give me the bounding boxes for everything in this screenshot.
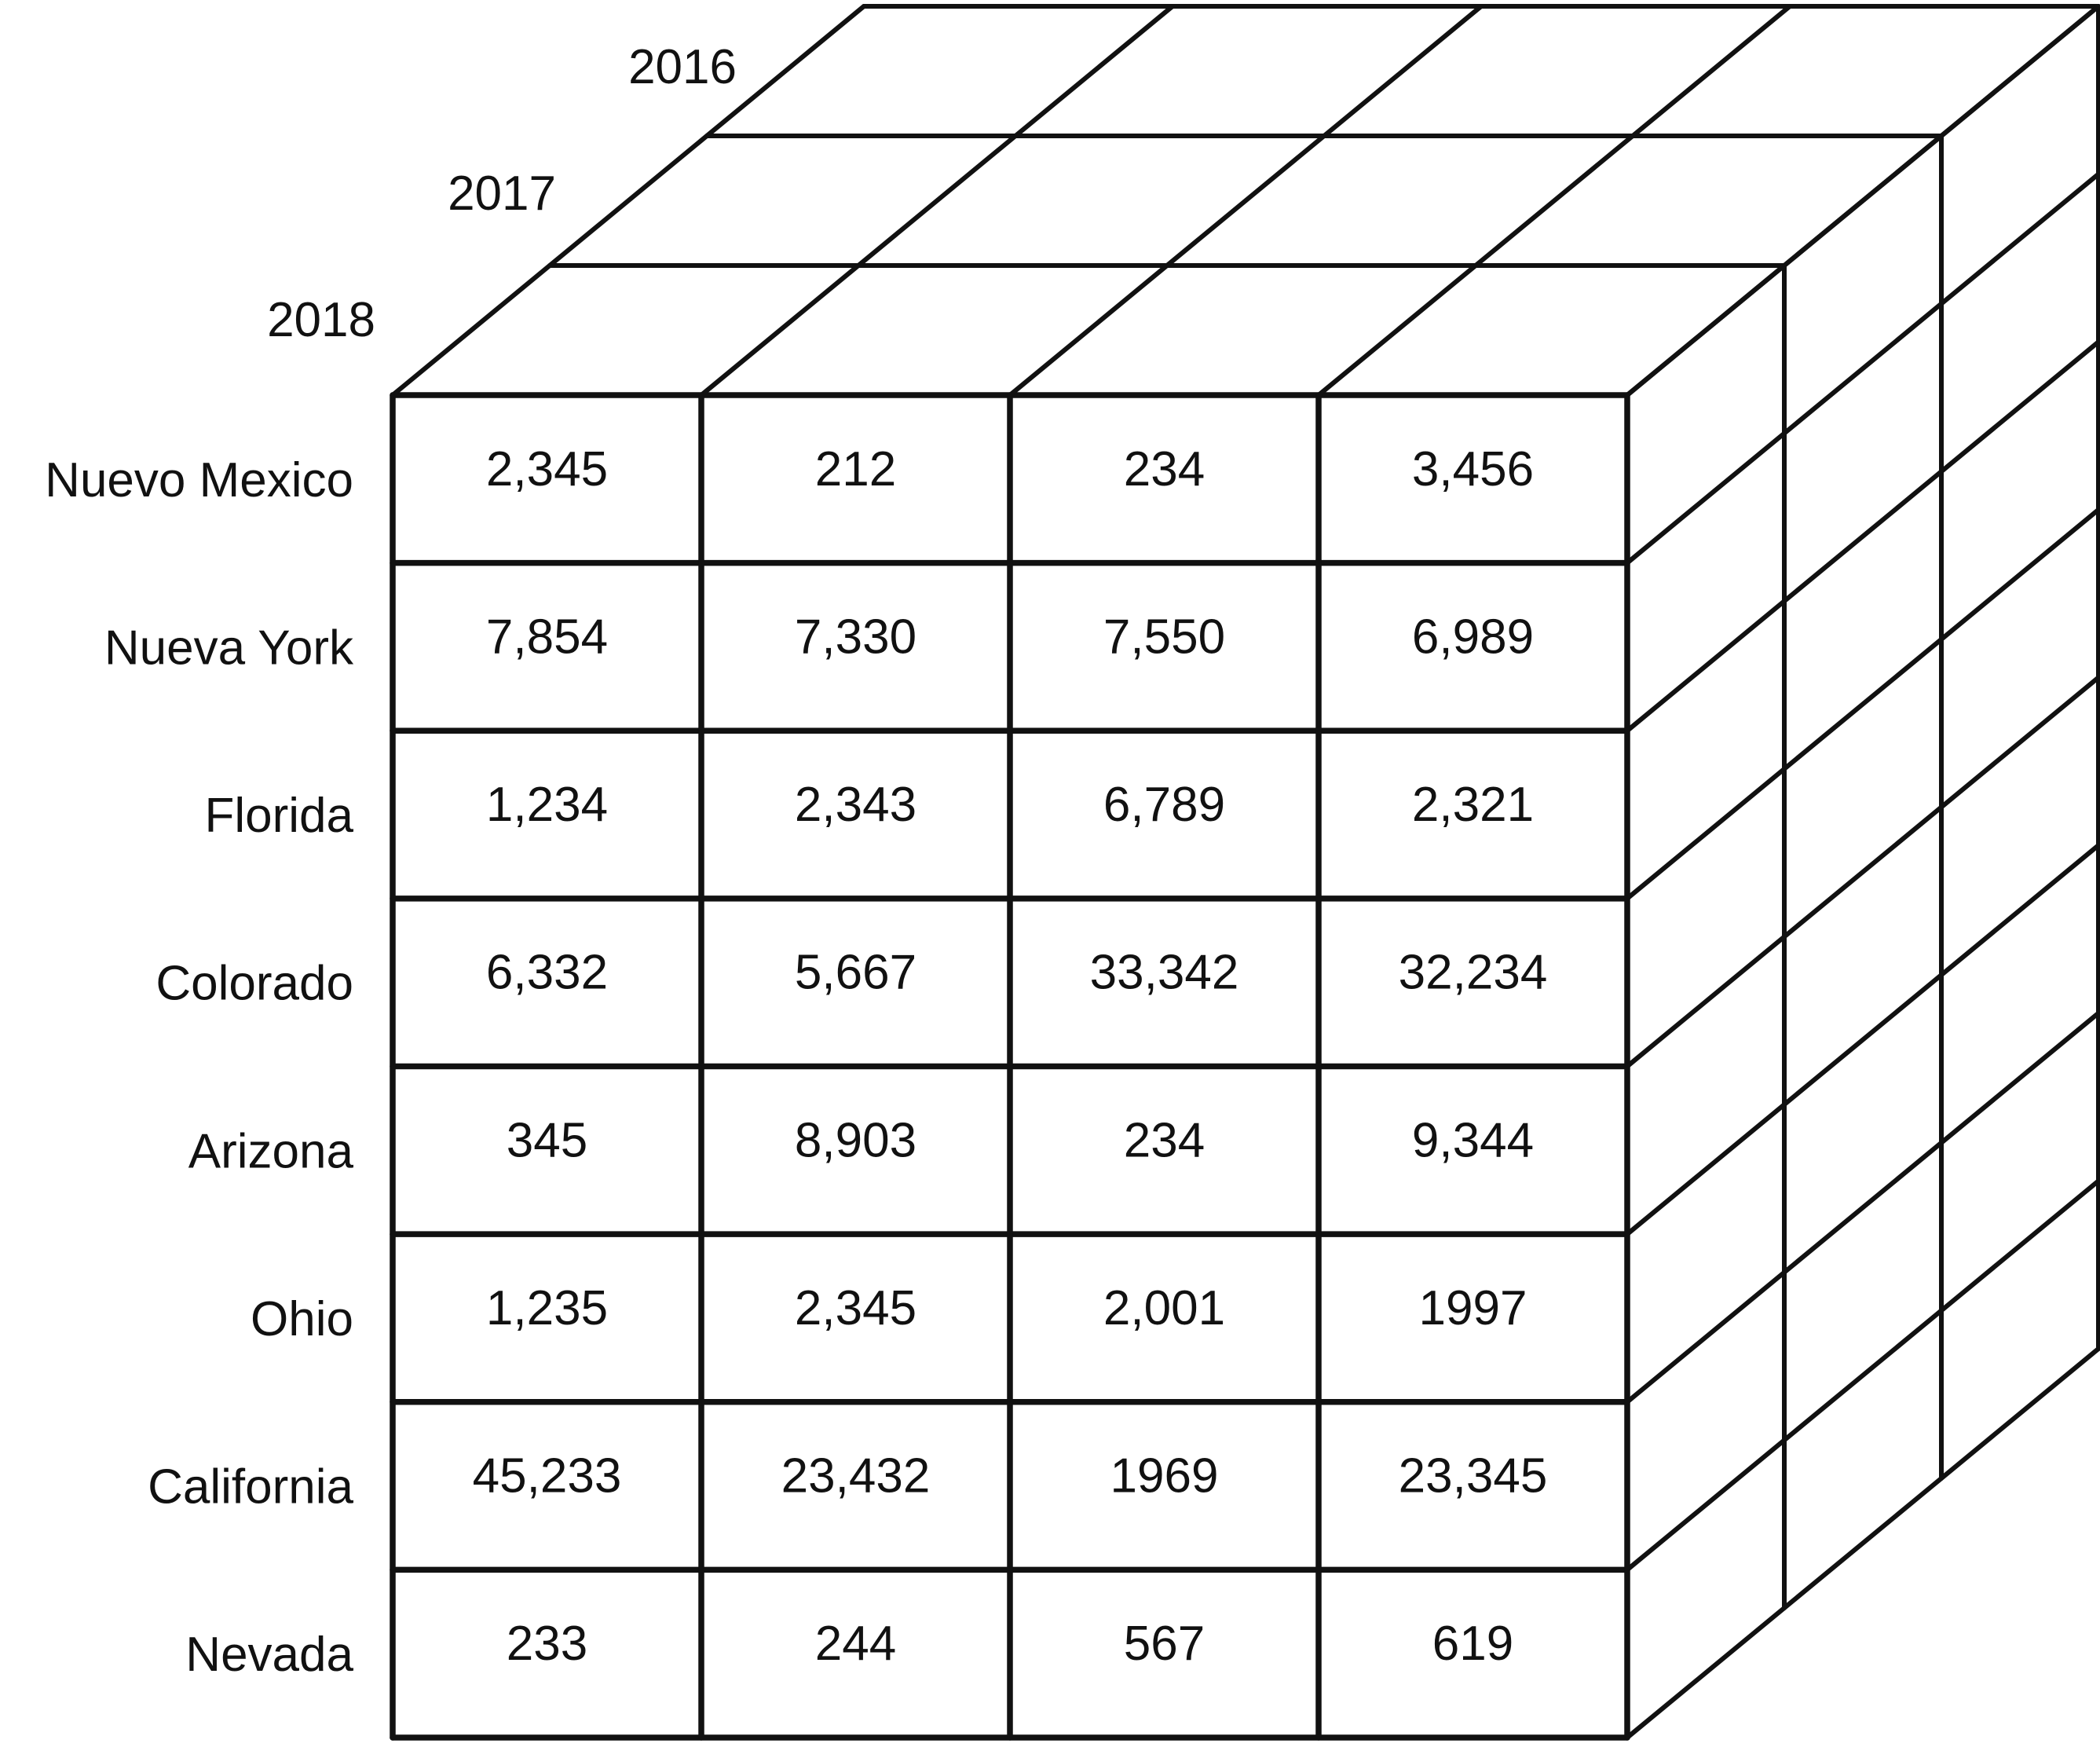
right-depth-line [1625,339,2100,734]
row-label: Nuevo Mexico [45,453,353,507]
cell-value: 23,432 [781,1449,931,1503]
row-label: Florida [204,789,353,843]
row-label: Arizona [188,1124,354,1178]
cell-value: 2,345 [795,1281,916,1335]
cell-value: 2,001 [1103,1281,1225,1335]
cell-value: 7,330 [795,610,916,664]
right-depth-line [1625,1346,2100,1740]
row-label: Ohio [251,1292,353,1346]
cell-value: 567 [1124,1617,1205,1671]
cell-value: 3,456 [1412,442,1534,496]
cell-value: 1997 [1419,1281,1527,1335]
cell-value: 1969 [1110,1449,1219,1503]
cell-value: 212 [815,442,896,496]
top-depth-line [1316,4,1792,397]
top-depth-line [699,4,1175,397]
cell-value: 6,989 [1412,610,1534,664]
top-depth-line [390,4,866,397]
cell-value: 6,789 [1103,778,1225,832]
row-label: California [148,1460,353,1514]
right-depth-line [1625,4,2100,397]
depth-label: 2018 [267,293,375,347]
top-depth-line [1008,4,1484,397]
right-depth-line [1625,171,2100,566]
right-depth-line [1625,675,2100,1069]
cell-value: 619 [1432,1617,1513,1671]
cell-value: 233 [507,1617,587,1671]
row-label: Nueva York [104,621,354,675]
cell-value: 45,233 [473,1449,622,1503]
cell-value: 2,321 [1412,778,1534,832]
row-labels: Nuevo Mexico Nueva York Florida Colorado Ari… [45,453,354,1682]
cell-value: 5,667 [795,946,916,1000]
cell-value: 2,345 [486,442,608,496]
cell-value: 8,903 [795,1113,916,1167]
cell-value: 1,234 [486,778,608,832]
cell-value: 6,332 [486,946,608,1000]
cell-value: 32,234 [1399,946,1548,1000]
cell-value: 33,342 [1090,946,1239,1000]
right-depth-line [1625,843,2100,1237]
cell-value: 234 [1124,442,1205,496]
cell-value: 7,854 [486,610,608,664]
front-face-values: 2,345 212 234 3,456 7,854 7,330 7,550 6,989 1,23… [473,442,1548,1671]
depth-label: 2017 [448,167,556,221]
depth-labels: 2018 2017 2016 [267,40,737,347]
cell-value: 9,344 [1412,1113,1534,1167]
cell-value: 1,235 [486,1281,608,1335]
row-label: Nevada [185,1628,353,1682]
depth-label: 2016 [628,40,737,94]
right-depth-line [1625,1178,2100,1573]
right-depth-line [1625,1010,2100,1405]
cell-value: 345 [507,1113,587,1167]
cell-value: 244 [815,1617,896,1671]
right-depth-line [1625,507,2100,901]
cube-wireframe [390,4,2100,1741]
cell-value: 7,550 [1103,610,1225,664]
row-label: Colorado [155,957,353,1011]
cell-value: 234 [1124,1113,1205,1167]
cell-value: 23,345 [1399,1449,1548,1503]
cell-value: 2,343 [795,778,916,832]
